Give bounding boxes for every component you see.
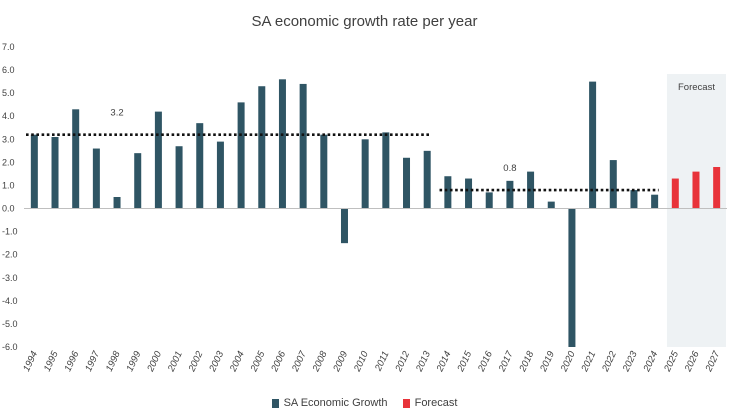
x-tick-label-2007: 2007 bbox=[290, 349, 310, 374]
x-tick-label-2002: 2002 bbox=[186, 349, 206, 374]
legend-swatch-growth bbox=[271, 398, 279, 408]
y-tick-label: 7.0 bbox=[2, 42, 15, 52]
forecast-region-label: Forecast bbox=[678, 82, 715, 93]
y-tick-label: -5.0 bbox=[2, 319, 18, 329]
x-tick-label-1999: 1999 bbox=[125, 349, 144, 373]
x-tick-label-1996: 1996 bbox=[63, 349, 82, 373]
x-tick-label-1995: 1995 bbox=[42, 349, 61, 373]
x-tick-label-2004: 2004 bbox=[227, 350, 246, 375]
growth-bar-2016 bbox=[485, 192, 493, 209]
growth-bar-2005 bbox=[258, 86, 266, 209]
growth-bar-2000 bbox=[154, 111, 162, 209]
y-tick-label: -6.0 bbox=[2, 342, 18, 352]
growth-bar-2007 bbox=[299, 83, 307, 209]
growth-bar-2014 bbox=[444, 176, 452, 209]
y-tick-label: -3.0 bbox=[2, 273, 18, 283]
y-tick-label: 6.0 bbox=[2, 65, 15, 75]
x-tick-label-2010: 2010 bbox=[352, 349, 372, 374]
y-tick-label: 3.0 bbox=[2, 134, 15, 144]
x-tick-label-2003: 2003 bbox=[207, 349, 227, 374]
x-tick-label-2027: 2027 bbox=[703, 349, 723, 374]
growth-bar-2004 bbox=[237, 102, 245, 209]
x-tick-label-2012: 2012 bbox=[393, 349, 413, 374]
x-tick-label-1997: 1997 bbox=[83, 349, 102, 373]
chart-title: SA economic growth rate per year bbox=[251, 13, 478, 30]
forecast-region bbox=[666, 74, 726, 347]
x-tick-label-2014: 2014 bbox=[434, 350, 453, 375]
growth-bar-2012 bbox=[403, 157, 411, 209]
y-tick-label: 2.0 bbox=[2, 157, 15, 167]
x-tick-label-2023: 2023 bbox=[620, 349, 640, 374]
growth-bar-2010 bbox=[361, 139, 369, 209]
x-tick-label-2016: 2016 bbox=[476, 349, 496, 374]
x-tick-label-2011: 2011 bbox=[373, 350, 392, 374]
legend-item-growth: SA Economic Growth bbox=[271, 397, 388, 409]
growth-bar-2023 bbox=[630, 190, 638, 209]
x-tick-label-2026: 2026 bbox=[682, 349, 702, 374]
growth-bar-2022 bbox=[609, 160, 617, 209]
y-tick-label: 5.0 bbox=[2, 88, 15, 98]
y-tick-label: -2.0 bbox=[2, 250, 18, 260]
growth-bar-2002 bbox=[196, 123, 204, 209]
x-tick-label-2015: 2015 bbox=[455, 349, 475, 374]
legend-label-growth: SA Economic Growth bbox=[283, 397, 388, 409]
x-tick-label-1994: 1994 bbox=[21, 350, 40, 374]
y-tick-label: -1.0 bbox=[2, 227, 18, 237]
y-tick-label: 0.0 bbox=[2, 204, 15, 214]
growth-bar-1995 bbox=[51, 137, 59, 209]
bar-chart: Forecast 7.0 6.0 5.0 4.0 3.0 2.0 1.0 0.0 -1.0 -2.0… bbox=[2, 42, 727, 375]
growth-bar-1998 bbox=[113, 197, 121, 209]
x-tick-label-2000: 2000 bbox=[145, 349, 165, 374]
growth-bar-1996 bbox=[72, 109, 80, 209]
forecast-bar-2027 bbox=[713, 167, 721, 209]
x-tick-label-2005: 2005 bbox=[248, 349, 268, 374]
x-tick-label-2025: 2025 bbox=[662, 349, 682, 374]
x-tick-label-2024: 2024 bbox=[641, 350, 660, 375]
x-tick-label-2017: 2017 bbox=[496, 349, 516, 374]
x-tick-label-2018: 2018 bbox=[517, 349, 537, 374]
growth-bar-2011 bbox=[382, 132, 390, 209]
x-tick-label-2008: 2008 bbox=[310, 349, 330, 374]
x-tick-label-2021: 2021 bbox=[579, 350, 598, 375]
x-tick-label-2013: 2013 bbox=[414, 349, 434, 374]
growth-bar-2017 bbox=[506, 180, 514, 209]
forecast-bar-2025 bbox=[671, 178, 679, 209]
y-tick-label: 4.0 bbox=[2, 111, 15, 121]
x-tick-label-2022: 2022 bbox=[600, 349, 620, 374]
x-tick-label-2019: 2019 bbox=[538, 349, 558, 374]
growth-bar-2009 bbox=[340, 208, 348, 244]
x-tick-label-2001: 2001 bbox=[165, 350, 184, 375]
growth-bar-2001 bbox=[175, 146, 183, 209]
average-label-2: 0.8 bbox=[503, 163, 516, 174]
growth-bar-1997 bbox=[92, 148, 100, 209]
growth-bar-2018 bbox=[527, 171, 535, 209]
growth-bar-2008 bbox=[320, 134, 328, 209]
x-tick-label-2006: 2006 bbox=[269, 349, 289, 374]
growth-bar-2021 bbox=[589, 81, 597, 209]
growth-bar-2003 bbox=[216, 141, 224, 209]
legend-item-forecast: Forecast bbox=[402, 397, 458, 409]
legend-swatch-forecast bbox=[402, 398, 410, 408]
forecast-bar-2026 bbox=[692, 171, 700, 209]
legend: SA Economic Growth Forecast bbox=[0, 397, 729, 411]
growth-bar-2013 bbox=[423, 150, 431, 209]
x-tick-label-1998: 1998 bbox=[104, 349, 123, 373]
growth-bar-2019 bbox=[547, 201, 555, 209]
growth-bar-1994 bbox=[30, 134, 38, 209]
growth-bar-2015 bbox=[465, 178, 473, 209]
growth-bar-2020 bbox=[568, 208, 576, 347]
y-tick-label: -4.0 bbox=[2, 296, 18, 306]
growth-bar-1999 bbox=[134, 153, 142, 209]
x-tick-label-2009: 2009 bbox=[331, 349, 351, 374]
growth-bar-2024 bbox=[651, 194, 659, 209]
average-label-1: 3.2 bbox=[110, 108, 123, 119]
y-tick-label: 1.0 bbox=[2, 180, 15, 190]
growth-bar-2006 bbox=[278, 79, 286, 209]
x-tick-label-2020: 2020 bbox=[558, 349, 578, 374]
legend-label-forecast: Forecast bbox=[414, 397, 458, 409]
